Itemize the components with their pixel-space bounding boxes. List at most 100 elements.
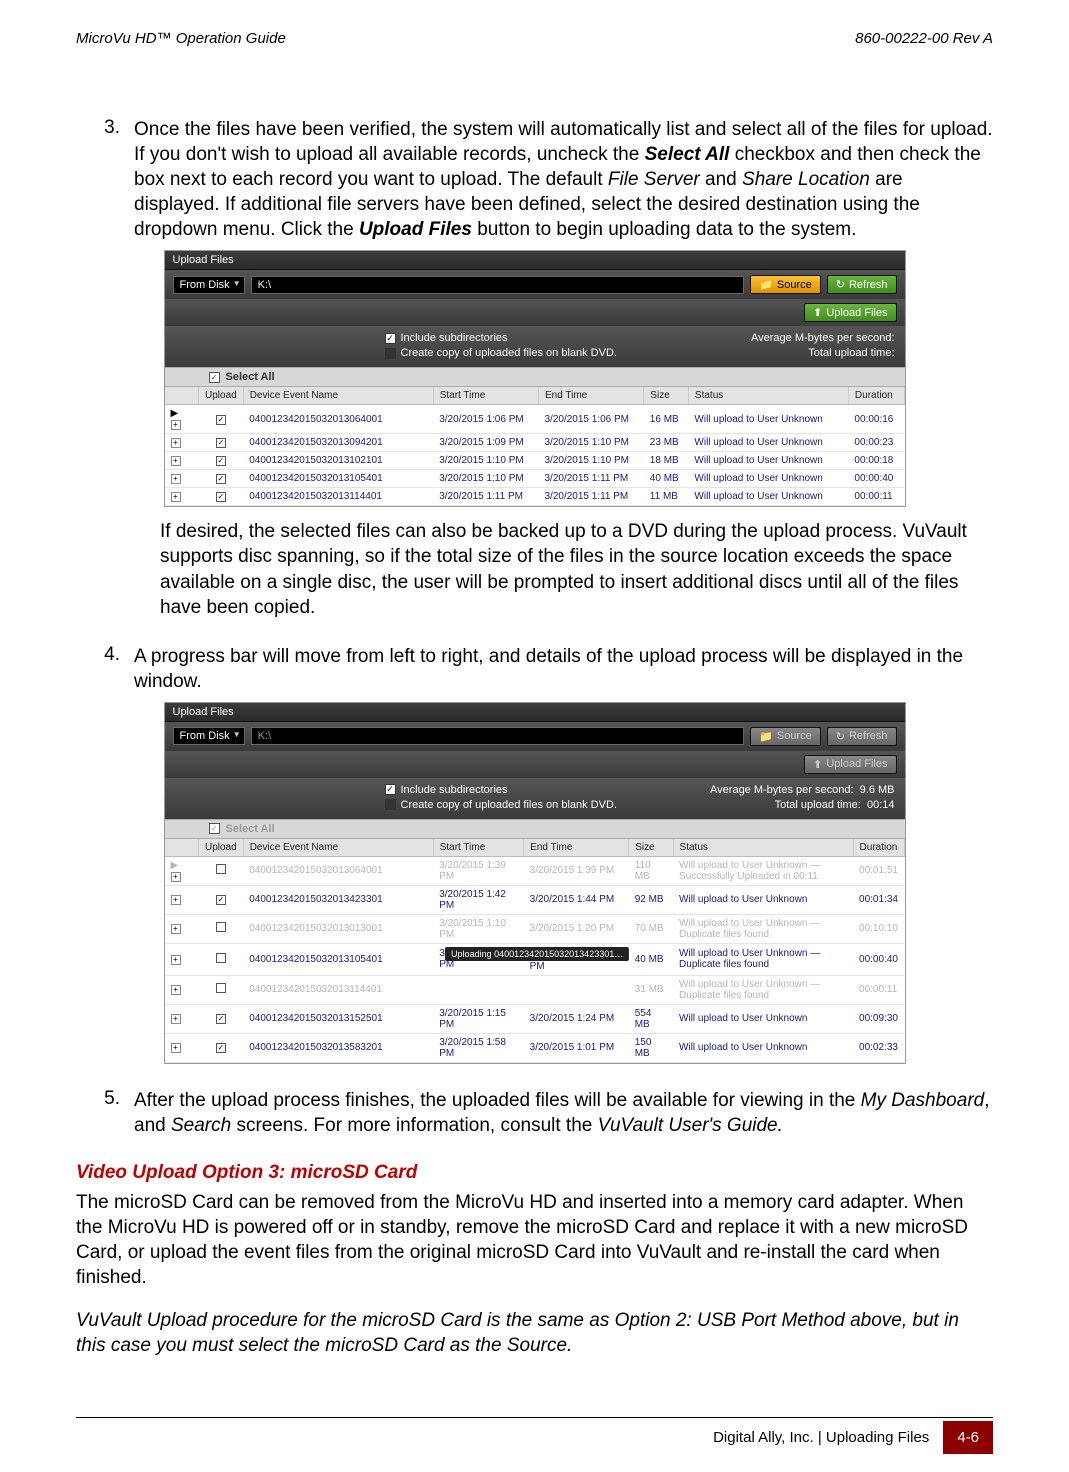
table-row: +✓0400123420150320131144013/20/2015 1:11… [165,488,905,506]
table-row: +0400123420150320130130013/20/2015 1:10 … [165,914,905,943]
upload-files-button[interactable]: ⬆ Upload Files [804,303,896,322]
step3-p5: button to begin uploading data to the sy… [472,219,857,240]
step5-text: After the upload process finishes, the u… [134,1088,993,1138]
step5-p1: After the upload process finishes, the u… [134,1090,861,1111]
row-expander-icon[interactable]: + [171,420,181,430]
row-expander-icon[interactable]: + [171,895,181,905]
refresh-button[interactable]: ↻Refresh [827,275,897,294]
table-row: +✓0400123420150320131054013/20/2015 1:10… [165,470,905,488]
footer-page: 4-6 [943,1421,993,1454]
step3-uploadfiles: Upload Files [359,219,472,240]
table-row: +04001234201503201311440131 MBWill uploa… [165,975,905,1004]
table-row: +✓0400123420150320130942013/20/2015 1:09… [165,434,905,452]
row-checkbox[interactable]: ✓ [216,456,226,466]
source-button[interactable]: 📁 Source [750,275,821,294]
row-checkbox[interactable]: ✓ [216,1043,226,1053]
dvd-copy-checkbox-2[interactable]: Create copy of uploaded files on blank D… [385,799,617,811]
row-expander-icon[interactable]: + [171,492,181,502]
row-checkbox[interactable] [216,864,226,874]
avg-bytes-row: Average M-bytes per second: 9.6 MB [710,784,894,796]
total-time-label: Total upload time: [751,347,894,359]
row-checkbox[interactable]: ✓ [216,415,226,425]
row-expander-icon[interactable]: + [171,438,181,448]
avg-bytes-label-2: Average M-bytes per second: [710,784,853,796]
col-size-2: Size [629,839,673,857]
step5-mydashboard: My Dashboard [861,1090,985,1111]
folder-icon: 📁 [759,278,773,291]
upload-screenshot-2: Upload Files From Disk K:\ 📁 Source ↻ Refr… [164,702,906,1064]
col-start-2: Start Time [433,839,523,857]
step3-fileserver: File Server [608,169,700,190]
row-expander-icon[interactable]: + [171,1043,181,1053]
col-status: Status [688,387,848,405]
refresh-label-2: Refresh [849,730,888,742]
col-duration: Duration [848,387,904,405]
row-checkbox[interactable] [216,983,226,993]
total-time-val: 00:14 [867,799,895,811]
ss2-table: Upload Device Event Name Start Time End … [165,839,905,1063]
table-row: ▶ +✓0400123420150320130640013/20/2015 1:… [165,405,905,434]
col-duration-2: Duration [853,839,904,857]
row-checkbox[interactable]: ✓ [216,438,226,448]
source-label-2: Source [777,730,812,742]
include-subdirs-checkbox-2[interactable]: ✓Include subdirectories [385,784,617,796]
include-label: Include subdirectories [401,332,508,344]
path-input-2[interactable]: K:\ [251,727,745,745]
row-expander-icon[interactable]: + [171,474,181,484]
col-name: Device Event Name [243,387,433,405]
upload-screenshot-1: Upload Files From Disk K:\ 📁 Source ↻Refr… [164,250,906,507]
row-checkbox[interactable]: ✓ [216,895,226,905]
refresh-label: Refresh [849,279,888,291]
include-label-2: Include subdirectories [401,784,508,796]
table-row: +0400123420150320131054013/20/2015 1:10 … [165,943,905,975]
step3-sharelocation: Share Location [742,169,870,190]
step4-num: 4. [76,644,120,694]
row-checkbox[interactable]: ✓ [216,474,226,484]
row-checkbox[interactable]: ✓ [216,492,226,502]
dvd-copy-checkbox[interactable]: Create copy of uploaded files on blank D… [385,347,617,359]
dvd-label-2: Create copy of uploaded files on blank D… [401,799,617,811]
uploading-pill: Uploading 040012342015032013423301… [445,947,629,961]
row-expander-icon[interactable]: + [171,955,181,965]
row-expander-icon[interactable]: + [171,456,181,466]
source-label: Source [777,279,812,291]
step5-guide: VuVault User's Guide. [598,1115,783,1136]
table-row: +✓0400123420150320131021013/20/2015 1:10… [165,452,905,470]
row-checkbox[interactable] [216,922,226,932]
row-expander-icon[interactable]: + [171,924,181,934]
row-expander-icon[interactable]: + [171,872,181,882]
row-expander-icon[interactable]: + [171,1014,181,1024]
total-time-row: Total upload time: 00:14 [710,799,894,811]
doc-title-left: MicroVu HD™ Operation Guide [76,30,286,47]
option3-italic: VuVault Upload procedure for the microSD… [76,1308,993,1358]
col-size: Size [644,387,689,405]
table-header-row: Upload Device Event Name Start Time End … [165,387,905,405]
col-end: End Time [539,387,644,405]
col-upload: Upload [199,387,244,405]
row-expander-icon[interactable]: + [171,985,181,995]
path-input[interactable]: K:\ [251,276,745,294]
ss1-table: Upload Device Event Name Start Time End … [165,387,905,506]
row-checkbox[interactable]: ✓ [216,1014,226,1024]
upload-label-2: Upload Files [826,758,887,770]
folder-icon: 📁 [759,730,773,743]
from-disk-dropdown-2[interactable]: From Disk [173,727,245,745]
col-name-2: Device Event Name [243,839,433,857]
total-time-label-2: Total upload time: [775,799,861,811]
include-subdirs-checkbox[interactable]: ✓Include subdirectories [385,332,617,344]
select-all-checkbox[interactable]: ✓ [209,372,220,383]
select-all-label: Select All [226,371,275,383]
select-all-label-2: Select All [226,823,275,835]
step5-num: 5. [76,1088,120,1138]
row-checkbox[interactable] [216,953,226,963]
step5-search: Search [171,1115,231,1136]
footer-divider [76,1417,993,1418]
upload-label: Upload Files [826,307,887,319]
step3-p3: and [700,169,742,190]
upload-icon: ⬆ [813,306,822,319]
table-row: ▶ +0400123420150320130640013/20/2015 1:3… [165,856,905,885]
ss2-titlebar: Upload Files [165,703,905,722]
source-button-disabled: 📁 Source [750,727,821,746]
from-disk-dropdown[interactable]: From Disk [173,276,245,294]
refresh-icon: ↻ [836,730,845,743]
